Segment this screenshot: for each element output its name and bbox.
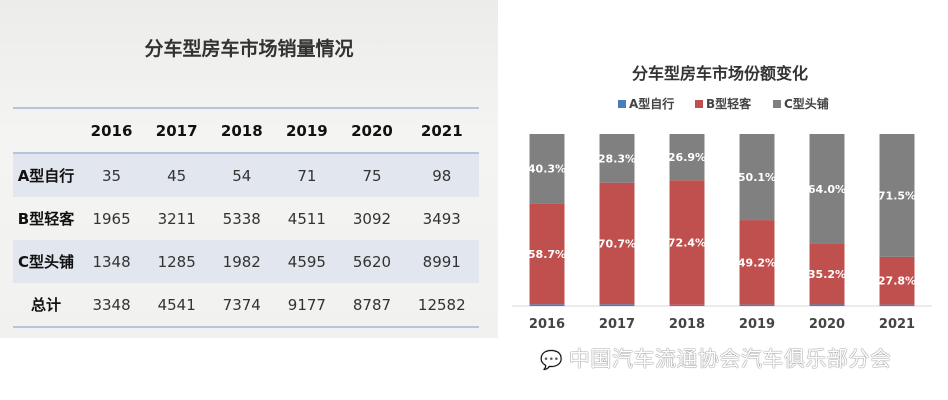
legend-swatch bbox=[773, 100, 781, 108]
bar-segment bbox=[879, 256, 915, 305]
table-cell: 98 bbox=[432, 166, 452, 185]
table-cell: 12582 bbox=[417, 295, 466, 314]
data-label: 27.8% bbox=[878, 275, 916, 288]
table-cell: 4511 bbox=[287, 209, 326, 228]
legend-label: C型头铺 bbox=[784, 96, 829, 111]
bar-segment bbox=[669, 180, 705, 305]
row-label: C型头铺 bbox=[17, 253, 74, 271]
bar-segment bbox=[739, 304, 775, 306]
bar-segment bbox=[669, 134, 705, 181]
column-header: 2016 bbox=[79, 108, 145, 154]
data-label: 71.5% bbox=[878, 189, 916, 202]
bar-segment bbox=[599, 304, 635, 306]
table-cell: 3493 bbox=[422, 209, 461, 228]
bar-segment bbox=[669, 304, 705, 306]
x-tick-label: 2016 bbox=[529, 317, 565, 332]
table-cell: 54 bbox=[232, 166, 252, 185]
column-header: 2019 bbox=[274, 108, 340, 154]
data-label: 35.2% bbox=[808, 268, 846, 281]
x-tick-label: 2021 bbox=[879, 317, 915, 332]
data-label: 70.7% bbox=[598, 237, 636, 250]
legend-label: A型自行 bbox=[629, 96, 674, 111]
sales-table-panel: 分车型房车市场销量情况 2016 2017 2018 2019 2020 202… bbox=[0, 0, 498, 338]
table-cell: 1982 bbox=[222, 252, 261, 271]
data-label: 28.3% bbox=[598, 152, 636, 165]
x-tick-label: 2020 bbox=[809, 317, 845, 332]
table-cell: 1348 bbox=[92, 252, 131, 271]
bar-segment bbox=[529, 203, 565, 305]
legend-label: B型轻客 bbox=[706, 96, 752, 111]
legend-swatch bbox=[695, 100, 703, 108]
column-header: 2021 bbox=[404, 108, 479, 154]
x-tick-label: 2018 bbox=[669, 317, 705, 332]
row-label: B型轻客 bbox=[17, 210, 75, 228]
row-label: 总计 bbox=[30, 296, 61, 314]
table-title: 分车型房车市场销量情况 bbox=[144, 38, 354, 60]
x-tick-label: 2017 bbox=[599, 317, 635, 332]
table-cell: 1965 bbox=[92, 209, 131, 228]
chart-title: 分车型房车市场份额变化 bbox=[632, 64, 808, 83]
table-row: B型轻客 1965 3211 5338 4511 3092 3493 bbox=[13, 197, 479, 240]
bar-segment bbox=[529, 304, 565, 306]
sales-table: 2016 2017 2018 2019 2020 2021 A型自行 35 45 54… bbox=[13, 107, 479, 328]
bar-segment bbox=[739, 134, 775, 221]
table-cell: 1285 bbox=[157, 252, 196, 271]
bar-segment bbox=[809, 304, 845, 306]
table-cell: 71 bbox=[297, 166, 317, 185]
data-label: 58.7% bbox=[528, 248, 566, 261]
bar-segment bbox=[599, 182, 635, 305]
table-cell: 8991 bbox=[422, 252, 461, 271]
table-cell: 3348 bbox=[92, 295, 131, 314]
column-header: 2018 bbox=[209, 108, 275, 154]
data-label: 64.0% bbox=[808, 183, 846, 196]
data-label: 50.1% bbox=[738, 171, 776, 184]
table-row: 总计 3348 4541 7374 9177 8787 12582 bbox=[13, 283, 479, 327]
watermark-text: 中国汽车流通协会汽车俱乐部分会 bbox=[568, 347, 892, 371]
bar-segment bbox=[599, 134, 635, 183]
data-label: 40.3% bbox=[528, 163, 566, 176]
table-cell: 75 bbox=[362, 166, 382, 185]
table-cell: 7374 bbox=[222, 295, 261, 314]
bar-segment bbox=[529, 134, 565, 204]
table-cell: 8787 bbox=[352, 295, 392, 314]
bar-segment bbox=[879, 304, 915, 306]
bar-segment bbox=[739, 220, 775, 305]
table-cell: 45 bbox=[167, 166, 187, 185]
row-label: A型自行 bbox=[17, 167, 75, 185]
watermark: 💬 中国汽车流通协会汽车俱乐部分会 bbox=[540, 343, 891, 373]
corner-cell bbox=[13, 108, 79, 154]
wechat-icon: 💬 bbox=[540, 350, 563, 371]
legend-swatch bbox=[618, 100, 626, 108]
table-cell: 3211 bbox=[157, 209, 196, 228]
bar-segment bbox=[809, 243, 845, 305]
table-cell: 5620 bbox=[352, 252, 392, 271]
column-header: 2017 bbox=[144, 108, 210, 154]
share-chart: 分车型房车市场份额变化 A型自行 B型轻客 C型头铺 58.7% 40.3% 2016 70.… bbox=[512, 64, 932, 332]
data-label: 26.9% bbox=[668, 151, 706, 164]
x-tick-label: 2019 bbox=[739, 317, 775, 332]
column-header: 2020 bbox=[339, 108, 405, 154]
bar-segment bbox=[879, 134, 915, 257]
table-cell: 3092 bbox=[352, 209, 392, 228]
table-cell: 35 bbox=[102, 166, 122, 185]
table-header-row: 2016 2017 2018 2019 2020 2021 bbox=[13, 108, 479, 154]
data-label: 72.4% bbox=[668, 237, 706, 250]
table-row: C型头铺 1348 1285 1982 4595 5620 8991 bbox=[13, 240, 479, 283]
bar-segment bbox=[809, 134, 845, 244]
table-cell: 4541 bbox=[157, 295, 196, 314]
table-cell: 5338 bbox=[222, 209, 261, 228]
data-label: 49.2% bbox=[738, 256, 776, 269]
table-row: A型自行 35 45 54 71 75 98 bbox=[13, 153, 479, 197]
table-cell: 4595 bbox=[287, 252, 326, 271]
table-cell: 9177 bbox=[287, 295, 326, 314]
